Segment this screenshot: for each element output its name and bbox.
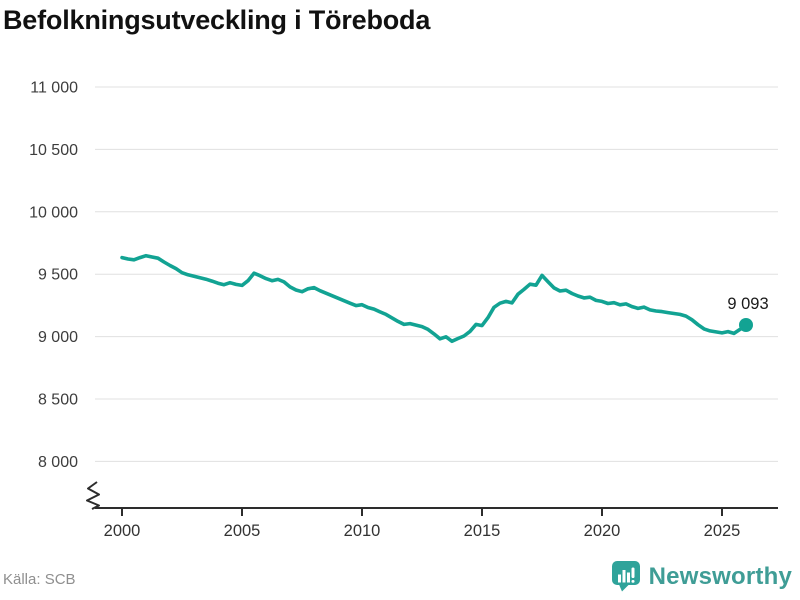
- y-axis-labels-group: 11 000 10 500 10 000 9 500 9 000 8 500 8 000: [29, 80, 78, 471]
- gridlines-group: [95, 86, 778, 462]
- x-tick-label: 2015: [464, 522, 501, 540]
- newsworthy-logo-text: Newsworthy: [648, 562, 792, 590]
- y-tick-label: 9 000: [38, 329, 78, 346]
- latest-value-label: 9 093: [727, 295, 768, 313]
- y-tick-label: 8 000: [38, 454, 78, 471]
- y-tick-label: 10 500: [29, 142, 78, 159]
- chart-title: Befolkningsutveckling i Töreboda: [3, 5, 431, 35]
- x-tick-label: 2025: [704, 522, 741, 540]
- y-tick-label: 10 000: [29, 204, 78, 221]
- x-axis-group: 2000 2005 2010 2015 2020 2025: [86, 481, 778, 540]
- y-tick-label: 8 500: [38, 392, 78, 409]
- y-tick-label: 11 000: [30, 80, 78, 97]
- newsworthy-logo[interactable]: Newsworthy: [611, 560, 792, 593]
- y-tick-label: 9 500: [38, 267, 78, 284]
- source-label: Källa: SCB: [3, 571, 76, 588]
- x-tick-label: 2000: [104, 522, 141, 540]
- latest-point-marker: [739, 317, 753, 332]
- x-tick-label: 2020: [584, 522, 621, 540]
- population-line: [120, 253, 748, 344]
- x-tick-label: 2005: [224, 522, 261, 540]
- x-tick-label: 2010: [344, 522, 381, 540]
- y-axis-break-icon: [86, 481, 100, 510]
- newsworthy-logo-icon: [611, 561, 640, 592]
